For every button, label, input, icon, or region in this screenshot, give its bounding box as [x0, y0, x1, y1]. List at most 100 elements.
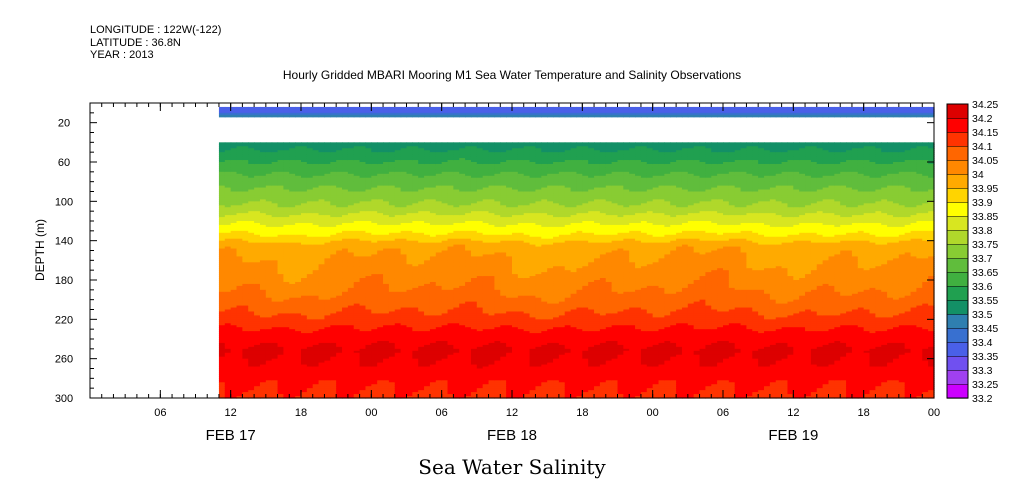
salinity-cell — [283, 384, 290, 387]
salinity-cell — [277, 339, 285, 342]
salinity-cell — [277, 230, 285, 234]
salinity-cell — [224, 199, 232, 202]
salinity-cell — [289, 344, 296, 348]
salinity-cell — [277, 171, 285, 175]
salinity-cell — [383, 114, 390, 118]
salinity-cell — [254, 209, 261, 212]
salinity-cell — [265, 307, 273, 311]
salinity-cell — [289, 339, 296, 342]
salinity-cell — [306, 364, 314, 368]
salinity-cell — [242, 252, 249, 256]
salinity-cell — [289, 358, 296, 362]
salinity-cell — [301, 183, 308, 187]
salinity-cell — [242, 248, 249, 252]
salinity-cell — [283, 197, 290, 200]
salinity-cell — [218, 301, 226, 305]
salinity-cell — [295, 142, 302, 145]
salinity-cell — [301, 342, 308, 346]
salinity-cell — [301, 232, 308, 236]
salinity-cell — [236, 183, 243, 187]
salinity-cell — [230, 246, 238, 250]
salinity-cell — [242, 354, 249, 358]
salinity-cell — [271, 266, 279, 269]
salinity-cell — [254, 358, 261, 362]
salinity-cell — [254, 268, 261, 271]
salinity-cell — [265, 262, 273, 265]
salinity-cell — [289, 390, 296, 393]
salinity-cell — [318, 376, 326, 379]
salinity-cell — [301, 160, 308, 163]
salinity-cell — [271, 177, 279, 181]
salinity-cell — [224, 228, 232, 232]
salinity-cell — [224, 254, 232, 257]
salinity-cell — [289, 254, 296, 257]
salinity-cell — [254, 179, 261, 183]
salinity-cell — [289, 356, 296, 360]
salinity-cell — [283, 394, 290, 397]
salinity-cell — [248, 311, 255, 315]
salinity-cell — [224, 311, 232, 315]
salinity-cell — [295, 382, 302, 385]
salinity-cell — [306, 144, 314, 147]
salinity-cell — [242, 390, 249, 393]
salinity-cell — [218, 191, 226, 195]
salinity-cell — [265, 303, 273, 307]
salinity-cell — [248, 283, 255, 287]
salinity-cell — [306, 258, 314, 261]
salinity-cell — [277, 270, 285, 273]
salinity-cell — [242, 396, 249, 399]
salinity-cell — [224, 348, 232, 352]
salinity-cell — [318, 323, 326, 326]
salinity-cell — [283, 246, 290, 250]
salinity-cell — [277, 158, 285, 161]
salinity-cell — [318, 305, 326, 309]
salinity-cell — [248, 285, 255, 289]
salinity-cell — [318, 254, 326, 257]
salinity-cell — [277, 280, 285, 283]
salinity-cell — [259, 325, 267, 328]
salinity-cell — [236, 248, 243, 252]
salinity-cell — [265, 278, 273, 281]
salinity-cell — [289, 307, 296, 311]
salinity-cell — [318, 370, 326, 374]
salinity-cell — [254, 382, 261, 385]
salinity-cell — [259, 256, 267, 259]
salinity-cell — [324, 193, 331, 197]
salinity-cell — [236, 112, 243, 116]
salinity-cell — [289, 396, 296, 399]
salinity-cell — [271, 217, 279, 220]
salinity-cell — [248, 305, 255, 309]
salinity-cell — [306, 250, 314, 254]
salinity-cell — [277, 250, 285, 254]
salinity-cell — [265, 396, 273, 399]
salinity-cell — [295, 392, 302, 395]
salinity-cell — [306, 276, 314, 279]
salinity-cell — [259, 252, 267, 256]
salinity-cell — [306, 392, 314, 395]
salinity-cell — [242, 356, 249, 360]
salinity-cell — [289, 262, 296, 265]
salinity-cell — [224, 240, 232, 244]
salinity-cell — [312, 370, 320, 374]
salinity-field — [218, 106, 935, 399]
salinity-cell — [259, 376, 267, 379]
salinity-cell — [230, 348, 238, 352]
salinity-cell — [236, 268, 243, 271]
salinity-cell — [306, 108, 314, 112]
salinity-cell — [324, 209, 331, 212]
salinity-cell — [301, 167, 308, 171]
salinity-cell — [248, 287, 255, 291]
salinity-cell — [248, 240, 255, 244]
salinity-cell — [242, 242, 249, 246]
salinity-cell — [236, 276, 243, 279]
salinity-cell — [295, 276, 302, 279]
salinity-cell — [248, 321, 255, 324]
salinity-cell — [301, 311, 308, 315]
salinity-cell — [295, 388, 302, 391]
salinity-cell — [248, 358, 255, 362]
salinity-cell — [265, 299, 273, 303]
salinity-cell — [224, 189, 232, 193]
salinity-cell — [218, 291, 226, 295]
salinity-cell — [224, 313, 232, 316]
salinity-cell — [236, 256, 243, 259]
